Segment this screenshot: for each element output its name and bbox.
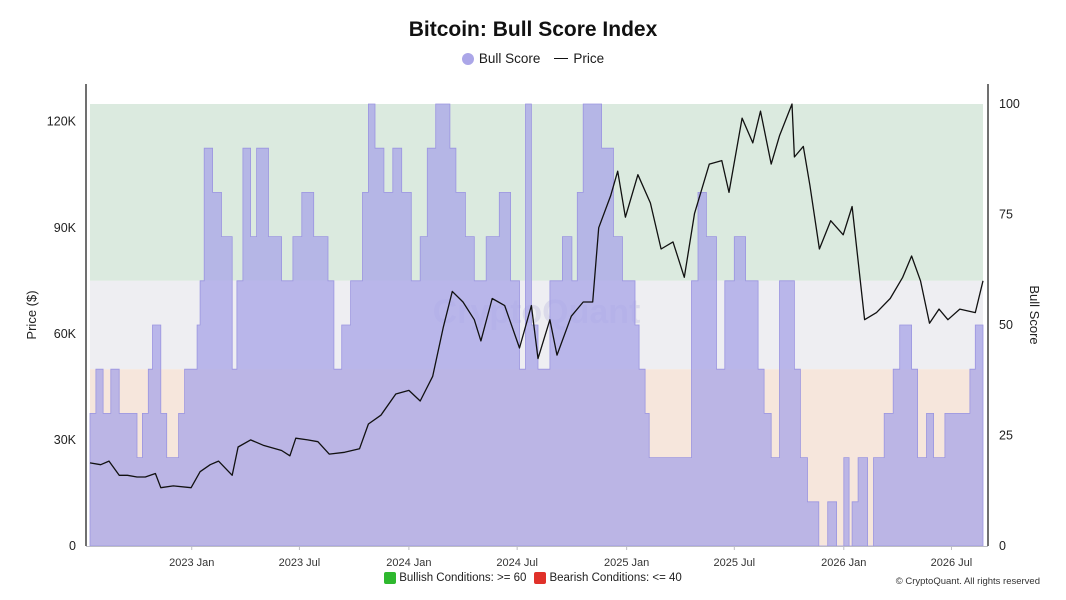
y-left-tick-label: 0 xyxy=(69,539,76,553)
x-axis-ticks: 2023 Jan 2023 Jul 2024 Jan 2024 Jul 2025 Jan… xyxy=(169,546,972,569)
y-axis-left-ticks: 0 30K 60K 90K 120K xyxy=(47,115,77,553)
x-tick-label: 2025 Jan xyxy=(604,557,649,569)
copyright: © CryptoQuant. All rights reserved xyxy=(895,576,1040,587)
green-square-icon xyxy=(384,572,397,584)
y-left-tick-label: 30K xyxy=(54,433,77,447)
x-tick-label: 2026 Jul xyxy=(931,557,973,569)
chart-title: Bitcoin: Bull Score Index xyxy=(408,18,658,41)
zone-bullish xyxy=(90,104,983,281)
y-axis-right-label: Bull Score xyxy=(1027,285,1042,344)
bull-score-area xyxy=(89,103,984,547)
axes xyxy=(85,84,989,547)
legend-dot-icon xyxy=(461,52,474,65)
price-line xyxy=(89,103,984,489)
y-right-tick-label: 25 xyxy=(999,429,1013,443)
note-bullish-text: Bullish Conditions: >= 60 xyxy=(399,572,527,584)
red-square-icon xyxy=(534,572,547,584)
y-right-tick-label: 100 xyxy=(999,97,1020,111)
bull-score-series xyxy=(89,103,984,547)
y-axis-left-label: Price ($) xyxy=(24,290,39,339)
x-tick-label: 2024 Jan xyxy=(386,557,431,569)
legend-line-icon xyxy=(554,58,569,59)
y-left-tick-label: 120K xyxy=(47,115,77,129)
y-left-tick-label: 90K xyxy=(54,221,77,235)
chart-legend: Bull Score Price xyxy=(0,51,1066,66)
y-axis-right-ticks: 0 25 50 75 100 xyxy=(999,97,1020,553)
legend-item-bull-score[interactable]: Bull Score xyxy=(461,51,541,66)
x-tick-label: 2023 Jan xyxy=(169,557,214,569)
x-tick-label: 2025 Jul xyxy=(714,557,756,569)
legend-item-price[interactable]: Price xyxy=(554,51,604,66)
x-tick-label: 2024 Jul xyxy=(496,557,538,569)
conditions-note: Bullish Conditions: >= 60 Bearish Condit… xyxy=(0,572,1066,584)
x-tick-label: 2023 Jul xyxy=(279,557,321,569)
y-right-tick-label: 75 xyxy=(999,208,1013,222)
legend-label-bull-score: Bull Score xyxy=(478,51,541,66)
note-bearish-text: Bearish Conditions: <= 40 xyxy=(549,572,682,584)
y-left-tick-label: 60K xyxy=(54,327,77,341)
note-bearish: Bearish Conditions: <= 40 xyxy=(534,572,682,584)
legend-label-price: Price xyxy=(573,51,605,66)
price-series xyxy=(89,103,984,489)
y-right-tick-label: 0 xyxy=(999,539,1006,553)
x-tick-label: 2026 Jan xyxy=(821,557,866,569)
y-right-tick-label: 50 xyxy=(999,318,1013,332)
note-bullish: Bullish Conditions: >= 60 xyxy=(384,572,526,584)
